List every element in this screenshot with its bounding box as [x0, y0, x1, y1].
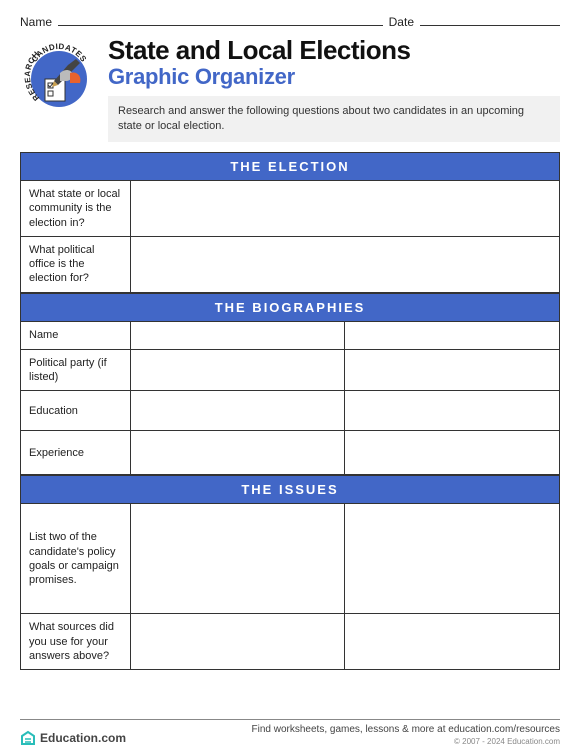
answer-cell-candidate2[interactable]	[345, 614, 560, 670]
table-row: List two of the candidate's policy goals…	[21, 504, 560, 614]
row-label: Experience	[21, 431, 131, 475]
title-block: State and Local Elections Graphic Organi…	[108, 37, 560, 142]
issues-table: List two of the candidate's policy goals…	[20, 503, 560, 670]
table-row: Political party (if listed)	[21, 349, 560, 391]
footer-tagline: Find worksheets, games, lessons & more a…	[252, 724, 560, 735]
table-row: Education	[21, 391, 560, 431]
row-label: What state or local community is the ele…	[21, 180, 131, 236]
election-table: What state or local community is the ele…	[20, 180, 560, 293]
footer-logo: Education.com	[20, 730, 126, 746]
intro-text: Research and answer the following questi…	[108, 96, 560, 142]
table-row: What sources did you use for your answer…	[21, 614, 560, 670]
page-footer: Education.com Find worksheets, games, le…	[20, 719, 560, 746]
name-date-line: Name Date	[20, 14, 560, 29]
date-blank[interactable]	[420, 14, 560, 26]
date-label: Date	[389, 15, 414, 29]
name-blank[interactable]	[58, 14, 383, 26]
row-label: Name	[21, 321, 131, 349]
footer-brand: Education.com	[40, 731, 126, 745]
answer-cell-candidate2[interactable]	[345, 431, 560, 475]
row-label: Education	[21, 391, 131, 431]
biographies-table: Name Political party (if listed) Educati…	[20, 321, 560, 476]
answer-cell-candidate2[interactable]	[345, 321, 560, 349]
answer-cell-candidate1[interactable]	[130, 431, 345, 475]
answer-cell-candidate1[interactable]	[130, 349, 345, 391]
page-title: State and Local Elections	[108, 37, 560, 64]
table-row: What political office is the election fo…	[21, 236, 560, 292]
research-candidates-badge: CANDIDATES RESEARCH	[20, 37, 98, 115]
answer-cell-candidate1[interactable]	[130, 614, 345, 670]
table-row: What state or local community is the ele…	[21, 180, 560, 236]
row-label: List two of the candidate's policy goals…	[21, 504, 131, 614]
education-icon	[20, 730, 36, 746]
page-subtitle: Graphic Organizer	[108, 64, 560, 90]
section-header-election: THE ELECTION	[20, 152, 560, 180]
answer-cell-candidate2[interactable]	[345, 349, 560, 391]
answer-cell-candidate2[interactable]	[345, 391, 560, 431]
row-label: What sources did you use for your answer…	[21, 614, 131, 670]
table-row: Name	[21, 321, 560, 349]
answer-cell[interactable]	[131, 236, 560, 292]
answer-cell-candidate2[interactable]	[345, 504, 560, 614]
row-label: Political party (if listed)	[21, 349, 131, 391]
row-label: What political office is the election fo…	[21, 236, 131, 292]
answer-cell-candidate1[interactable]	[130, 391, 345, 431]
answer-cell-candidate1[interactable]	[130, 321, 345, 349]
section-header-issues: THE ISSUES	[20, 475, 560, 503]
name-label: Name	[20, 15, 52, 29]
section-header-biographies: THE BIOGRAPHIES	[20, 293, 560, 321]
header-row: CANDIDATES RESEARCH State and Local Elec…	[20, 37, 560, 142]
answer-cell-candidate1[interactable]	[130, 504, 345, 614]
table-row: Experience	[21, 431, 560, 475]
answer-cell[interactable]	[131, 180, 560, 236]
footer-copyright: © 2007 - 2024 Education.com	[252, 737, 560, 746]
